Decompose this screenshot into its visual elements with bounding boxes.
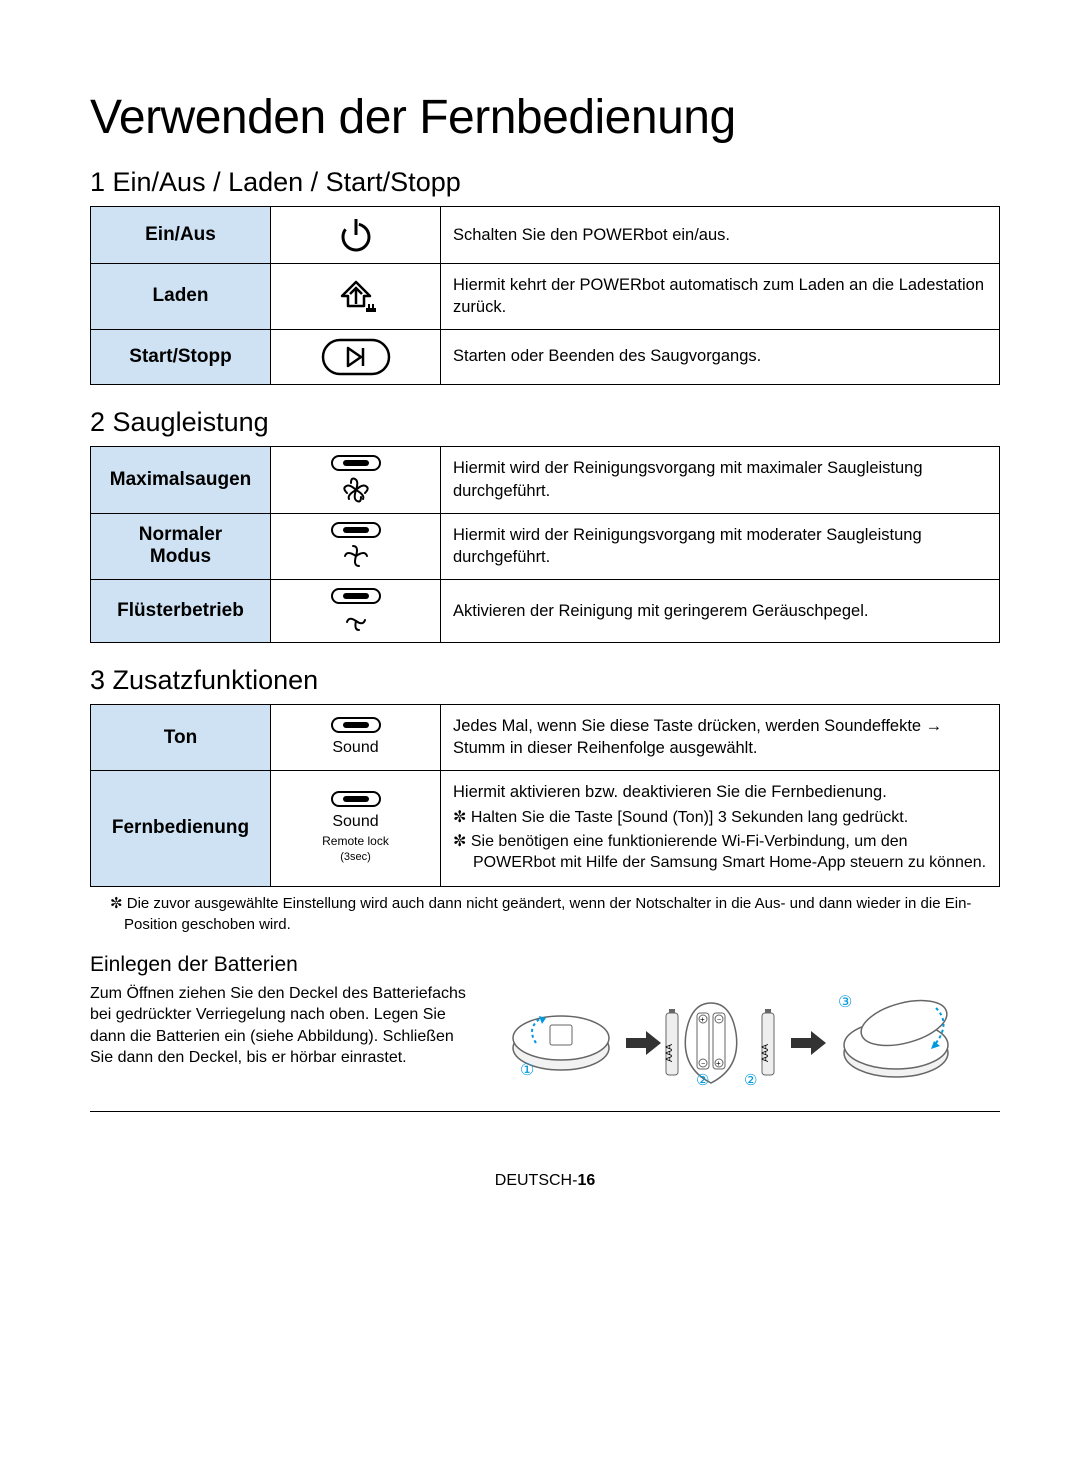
step-3-label: ③ (838, 994, 852, 1011)
row-label: NormalerModus (91, 513, 271, 580)
row-label: Ein/Aus (91, 207, 271, 264)
page-footer: DEUTSCH-16 (90, 1172, 1000, 1190)
icon-text-sound: Sound (332, 737, 378, 759)
row-desc: Jedes Mal, wenn Sie diese Taste drücken,… (441, 705, 1000, 771)
row-label: Laden (91, 264, 271, 330)
icon-subtext-3sec: (3sec) (340, 850, 371, 865)
button-shape-icon (331, 588, 381, 604)
section2-table: Maximalsaugen Hiermit wird der Reinigung… (90, 446, 1000, 644)
row-desc: Starten oder Beenden des Saugvorgangs. (441, 329, 1000, 384)
row-icon-cell (271, 329, 441, 384)
section3-heading: 3 Zusatzfunktionen (90, 665, 1000, 696)
battery-diagram: ① + + − − AAA AAA (492, 983, 1000, 1093)
row-label: Ton (91, 705, 271, 771)
row-icon-cell (271, 513, 441, 580)
table-row: Maximalsaugen Hiermit wird der Reinigung… (91, 446, 1000, 513)
table-row: Ein/Aus Schalten Sie den POWERbot ein/au… (91, 207, 1000, 264)
table-row: Start/Stopp Starten oder Beenden des Sau… (91, 329, 1000, 384)
row-label: Start/Stopp (91, 329, 271, 384)
row-icon-cell (271, 207, 441, 264)
section1-table: Ein/Aus Schalten Sie den POWERbot ein/au… (90, 206, 1000, 385)
svg-text:+: + (716, 1059, 721, 1068)
desc-intro: Hiermit aktivieren bzw. deaktivieren Sie… (453, 781, 987, 803)
home-charge-icon (334, 276, 378, 316)
row-desc: Hiermit wird der Reinigungsvorgang mit m… (441, 513, 1000, 580)
svg-text:−: − (717, 1017, 721, 1024)
footer-lang: DEUTSCH- (495, 1172, 578, 1189)
step-1-label: ① (520, 1062, 534, 1079)
table-row: Fernbedienung Sound Remote lock (3sec) H… (91, 770, 1000, 886)
icon-subtext-remote-lock: Remote lock (322, 835, 389, 848)
play-button-icon (321, 338, 391, 376)
row-icon-cell (271, 580, 441, 643)
table-row: Laden Hiermit kehrt der POWERbot automat… (91, 264, 1000, 330)
row-desc: Hiermit kehrt der POWERbot automatisch z… (441, 264, 1000, 330)
fan-max-icon (339, 475, 373, 505)
battery-section: Zum Öffnen ziehen Sie den Deckel des Bat… (90, 983, 1000, 1112)
button-shape-icon (331, 522, 381, 538)
row-icon-cell (271, 446, 441, 513)
step-2-label: ② (744, 1072, 757, 1089)
section3-table: Ton Sound Jedes Mal, wenn Sie diese Tast… (90, 704, 1000, 887)
svg-text:+: + (700, 1015, 705, 1024)
battery-type-label: AAA (664, 1044, 674, 1062)
section2-heading: 2 Saugleistung (90, 407, 1000, 438)
page-title: Verwenden der Fernbedienung (90, 90, 1000, 145)
footer-page: 16 (577, 1172, 595, 1189)
desc-bullet: ✼ Halten Sie die Taste [Sound (Ton)] 3 S… (453, 807, 987, 829)
button-shape-icon (331, 455, 381, 471)
fan-quiet-icon (339, 608, 373, 634)
battery-type-label: AAA (760, 1044, 770, 1062)
section1-heading: 1 Ein/Aus / Laden / Start/Stopp (90, 167, 1000, 198)
power-icon (336, 215, 376, 255)
table-row: NormalerModus Hiermit wird der Reinigung… (91, 513, 1000, 580)
svg-text:−: − (701, 1061, 705, 1068)
row-desc: Hiermit aktivieren bzw. deaktivieren Sie… (441, 770, 1000, 886)
row-label: Flüsterbetrieb (91, 580, 271, 643)
row-icon-cell: Sound Remote lock (3sec) (271, 770, 441, 886)
button-shape-icon (331, 791, 381, 807)
row-desc: Aktivieren der Reinigung mit geringerem … (441, 580, 1000, 643)
battery-text: Zum Öffnen ziehen Sie den Deckel des Bat… (90, 983, 472, 1093)
icon-text-sound: Sound (332, 811, 378, 833)
desc-bullet: ✼ Sie benötigen eine funktionierende Wi-… (453, 831, 987, 874)
battery-heading: Einlegen der Batterien (90, 953, 1000, 977)
button-shape-icon (331, 717, 381, 733)
table-row: Flüsterbetrieb Aktivieren der Reinigung … (91, 580, 1000, 643)
fan-normal-icon (339, 542, 373, 570)
row-icon-cell: Sound (271, 705, 441, 771)
row-icon-cell (271, 264, 441, 330)
row-label: Fernbedienung (91, 770, 271, 886)
row-desc: Schalten Sie den POWERbot ein/aus. (441, 207, 1000, 264)
step-2-label: ② (696, 1072, 709, 1089)
table-row: Ton Sound Jedes Mal, wenn Sie diese Tast… (91, 705, 1000, 771)
section3-note: ✼ Die zuvor ausgewählte Einstellung wird… (110, 893, 1000, 935)
row-desc: Hiermit wird der Reinigungsvorgang mit m… (441, 446, 1000, 513)
row-label: Maximalsaugen (91, 446, 271, 513)
